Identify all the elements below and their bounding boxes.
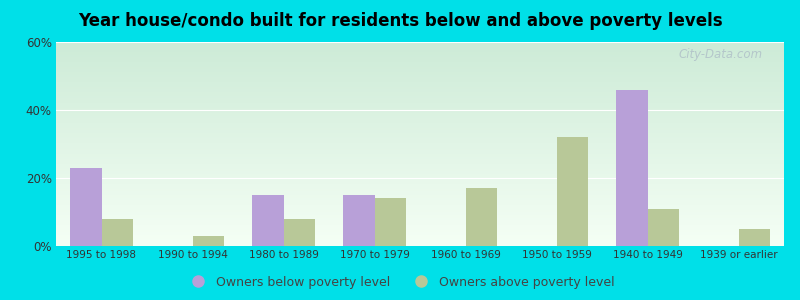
Bar [283, 219, 315, 246]
Bar [70, 168, 102, 246]
Bar [557, 137, 588, 246]
Bar [374, 198, 406, 246]
Bar [647, 208, 679, 246]
Bar [252, 195, 283, 246]
Bar [193, 236, 224, 246]
Text: City-Data.com: City-Data.com [678, 48, 762, 61]
Bar [102, 219, 134, 246]
Bar [616, 90, 647, 246]
Text: Year house/condo built for residents below and above poverty levels: Year house/condo built for residents bel… [78, 12, 722, 30]
Legend: Owners below poverty level, Owners above poverty level: Owners below poverty level, Owners above… [181, 271, 619, 294]
Bar [342, 195, 374, 246]
Bar [738, 229, 770, 246]
Bar [466, 188, 498, 246]
